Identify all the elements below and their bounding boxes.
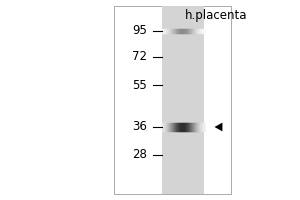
Polygon shape	[214, 123, 222, 131]
Bar	[114, 6, 231, 194]
Text: 28: 28	[132, 148, 147, 162]
Text: 95: 95	[132, 24, 147, 38]
Text: 72: 72	[132, 50, 147, 64]
Text: 36: 36	[132, 120, 147, 134]
Text: h.placenta: h.placenta	[185, 9, 247, 22]
Text: 55: 55	[132, 79, 147, 92]
Bar	[162, 6, 204, 194]
